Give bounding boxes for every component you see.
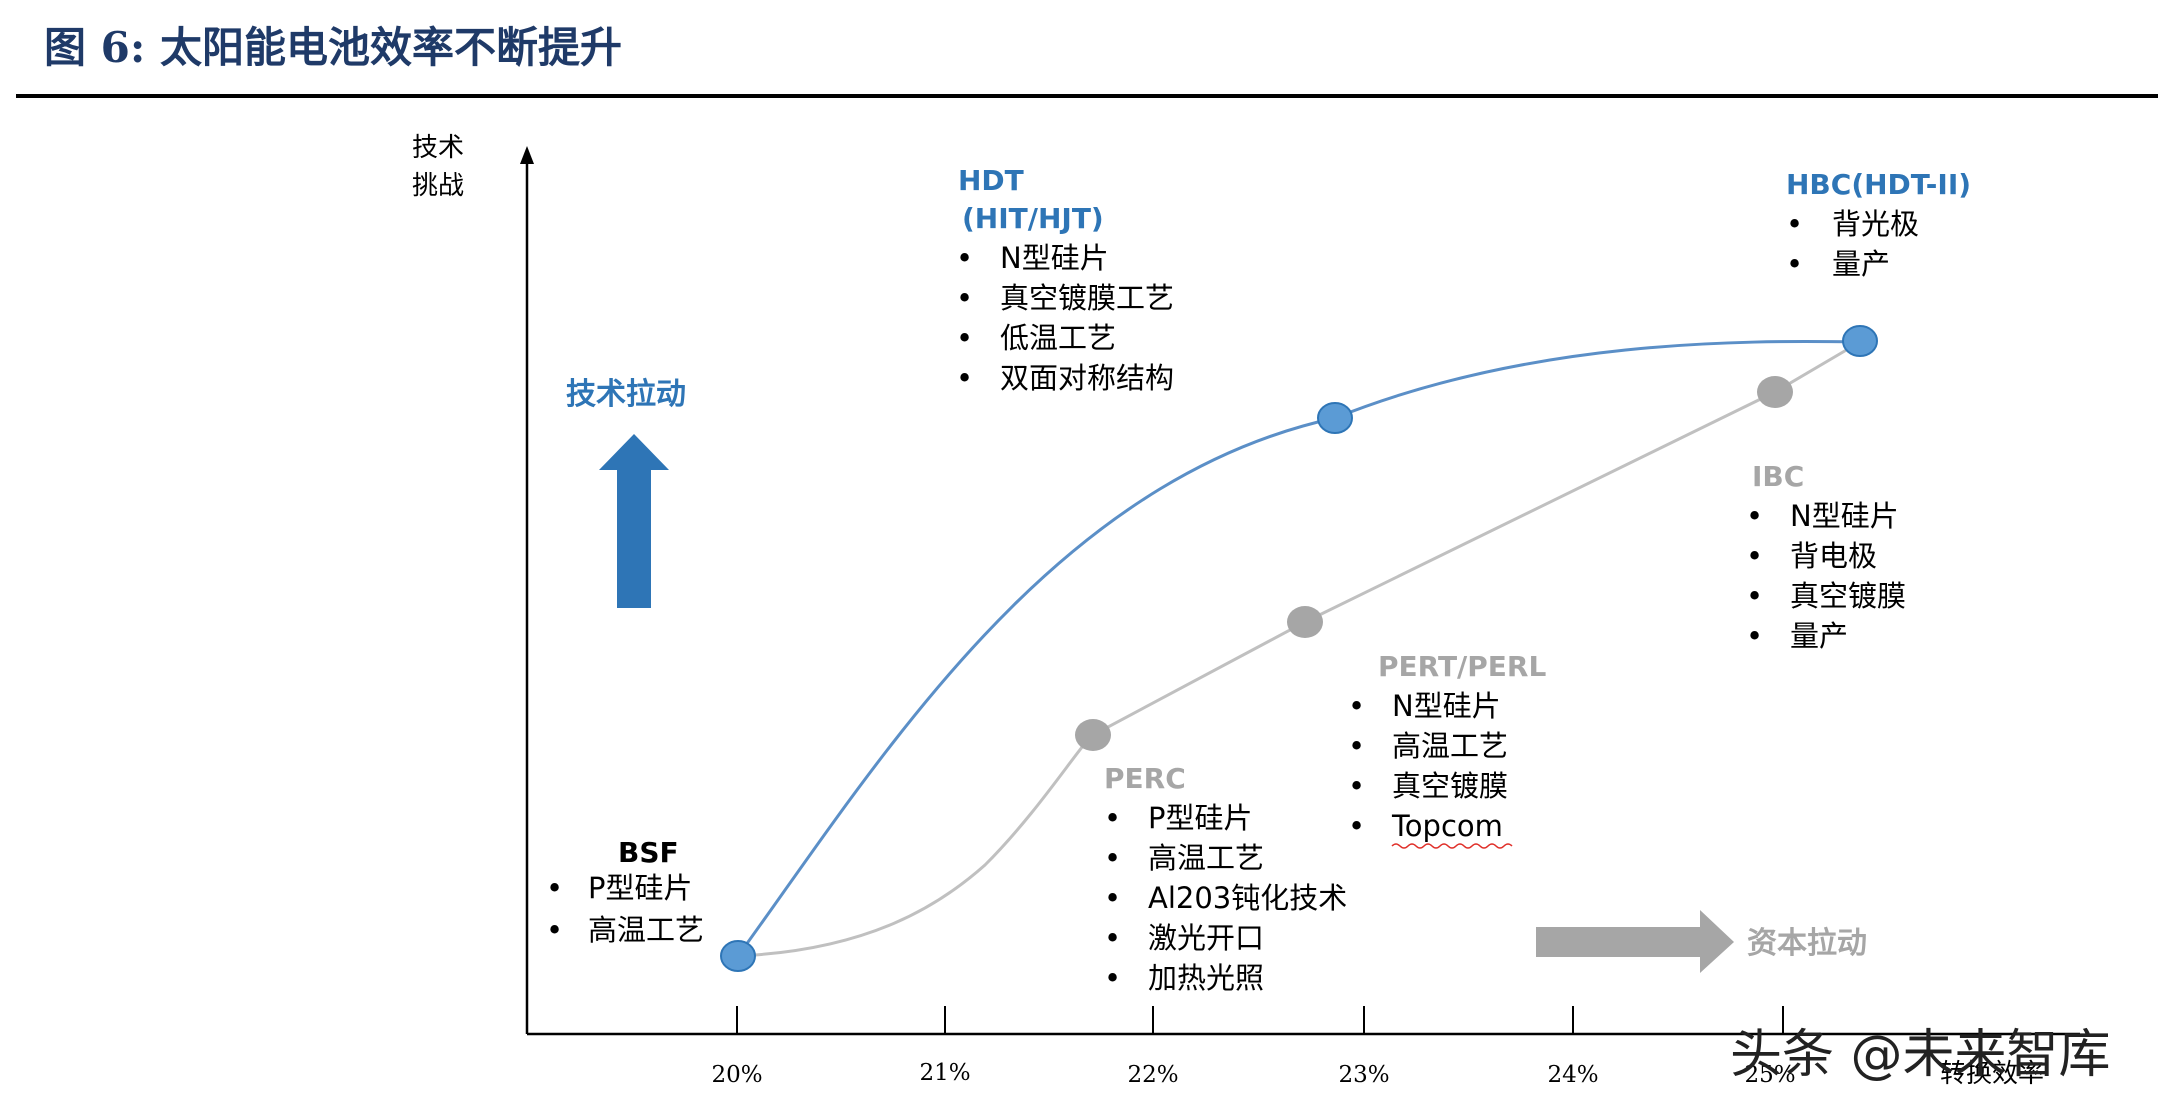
hdt-subtitle: (HIT/HJT) — [962, 202, 1104, 235]
x-tick-label: 25% — [1744, 1062, 1795, 1088]
hbc-node — [1842, 325, 1878, 357]
pert-item: 真空镀膜 — [1392, 769, 1508, 803]
right-arrow-icon — [1536, 910, 1734, 973]
ibc-annotation: IBC • N型硅片 • 背电极 • 真空镀膜 • 量产 — [1746, 460, 1906, 653]
bullet-icon: • — [1746, 499, 1763, 533]
bullet-icon: • — [956, 361, 973, 395]
watermark: 头条 @未来智库 — [1730, 1025, 2111, 1085]
bullet-icon: • — [1786, 207, 1803, 241]
bullet-icon: • — [956, 281, 973, 315]
perc-item: P型硅片 — [1148, 801, 1253, 835]
ibc-node — [1757, 376, 1793, 408]
hbc-annotation: HBC(HDT-II) • 背光极 • 量产 — [1786, 168, 1971, 281]
blue-progression-curve — [736, 339, 1861, 957]
hdt-item: 低温工艺 — [1000, 321, 1116, 355]
x-axis-tick-labels: 20% 21% 22% 23% 24% 25% — [711, 1060, 1795, 1088]
hbc-item: 量产 — [1832, 247, 1890, 281]
ibc-item: 背电极 — [1790, 539, 1877, 573]
ibc-title: IBC — [1752, 460, 1804, 493]
ibc-item: 量产 — [1790, 619, 1848, 653]
bullet-icon: • — [546, 913, 563, 947]
bsf-annotation: BSF • P型硅片 • 高温工艺 — [546, 836, 704, 947]
tech-pull-label: 技术拉动 — [566, 377, 686, 412]
perc-annotation: PERC • P型硅片 • 高温工艺 • Al203钝化技术 • 激光开口 • … — [1104, 762, 1347, 995]
x-tick-label: 22% — [1127, 1062, 1178, 1088]
pert-item: N型硅片 — [1392, 689, 1501, 723]
perc-item: 加热光照 — [1148, 961, 1264, 995]
bsf-title: BSF — [618, 836, 679, 869]
bullet-icon: • — [1746, 539, 1763, 573]
x-axis-ticks — [736, 1006, 1784, 1034]
pert-annotation: PERT/PERL • N型硅片 • 高温工艺 • 真空镀膜 • Topcom — [1348, 650, 1546, 849]
spellcheck-underline — [1391, 843, 1513, 849]
bullet-icon: • — [1746, 579, 1763, 613]
bullet-icon: • — [1348, 809, 1365, 843]
pert-item: 高温工艺 — [1392, 729, 1508, 763]
ibc-item: 真空镀膜 — [1790, 579, 1906, 613]
bullet-icon: • — [956, 321, 973, 355]
bullet-icon: • — [1104, 801, 1121, 835]
x-tick-label: 24% — [1547, 1062, 1598, 1088]
x-tick-label: 21% — [919, 1060, 970, 1086]
bullet-icon: • — [956, 241, 973, 275]
bullet-icon: • — [1348, 769, 1365, 803]
perc-node — [1075, 719, 1111, 751]
bullet-icon: • — [1746, 619, 1763, 653]
bullet-icon: • — [1104, 841, 1121, 875]
gray-progression-curve — [737, 340, 1861, 958]
hdt-item: 双面对称结构 — [1000, 361, 1174, 395]
pert-node — [1287, 606, 1323, 638]
perc-title: PERC — [1104, 762, 1186, 795]
bullet-icon: • — [546, 871, 563, 905]
pert-item: Topcom — [1391, 809, 1503, 843]
perc-item: 激光开口 — [1148, 921, 1264, 955]
up-arrow-icon — [599, 434, 669, 608]
hdt-item: 真空镀膜工艺 — [1000, 281, 1174, 315]
bullet-icon: • — [1104, 961, 1121, 995]
bullet-icon: • — [1104, 881, 1121, 915]
y-axis-arrow-icon — [520, 146, 534, 164]
bsf-node — [720, 940, 756, 972]
hdt-annotation: HDT (HIT/HJT) • N型硅片 • 真空镀膜工艺 • 低温工艺 • 双… — [956, 164, 1174, 395]
bsf-item: 高温工艺 — [588, 913, 704, 947]
perc-item: 高温工艺 — [1148, 841, 1264, 875]
perc-item: Al203钝化技术 — [1148, 881, 1347, 915]
capital-pull-label: 资本拉动 — [1747, 926, 1867, 961]
bullet-icon: • — [1348, 689, 1365, 723]
figure-title: 图 6: 太阳能电池效率不断提升 — [44, 23, 622, 72]
bsf-item: P型硅片 — [588, 871, 693, 905]
ibc-item: N型硅片 — [1790, 499, 1899, 533]
x-tick-label: 20% — [711, 1062, 762, 1088]
bullet-icon: • — [1786, 247, 1803, 281]
hbc-title: HBC(HDT-II) — [1786, 168, 1971, 201]
y-axis-label-line2: 挑战 — [412, 171, 464, 201]
hdt-item: N型硅片 — [1000, 241, 1109, 275]
hdt-node — [1317, 402, 1353, 434]
y-axis-label-line1: 技术 — [412, 133, 464, 163]
x-axis-label: 转换效率 — [1940, 1059, 2044, 1089]
hdt-title: HDT — [958, 164, 1024, 197]
bullet-icon: • — [1348, 729, 1365, 763]
x-tick-label: 23% — [1338, 1062, 1389, 1088]
pert-title: PERT/PERL — [1378, 650, 1546, 683]
bullet-icon: • — [1104, 921, 1121, 955]
hbc-item: 背光极 — [1832, 207, 1919, 241]
